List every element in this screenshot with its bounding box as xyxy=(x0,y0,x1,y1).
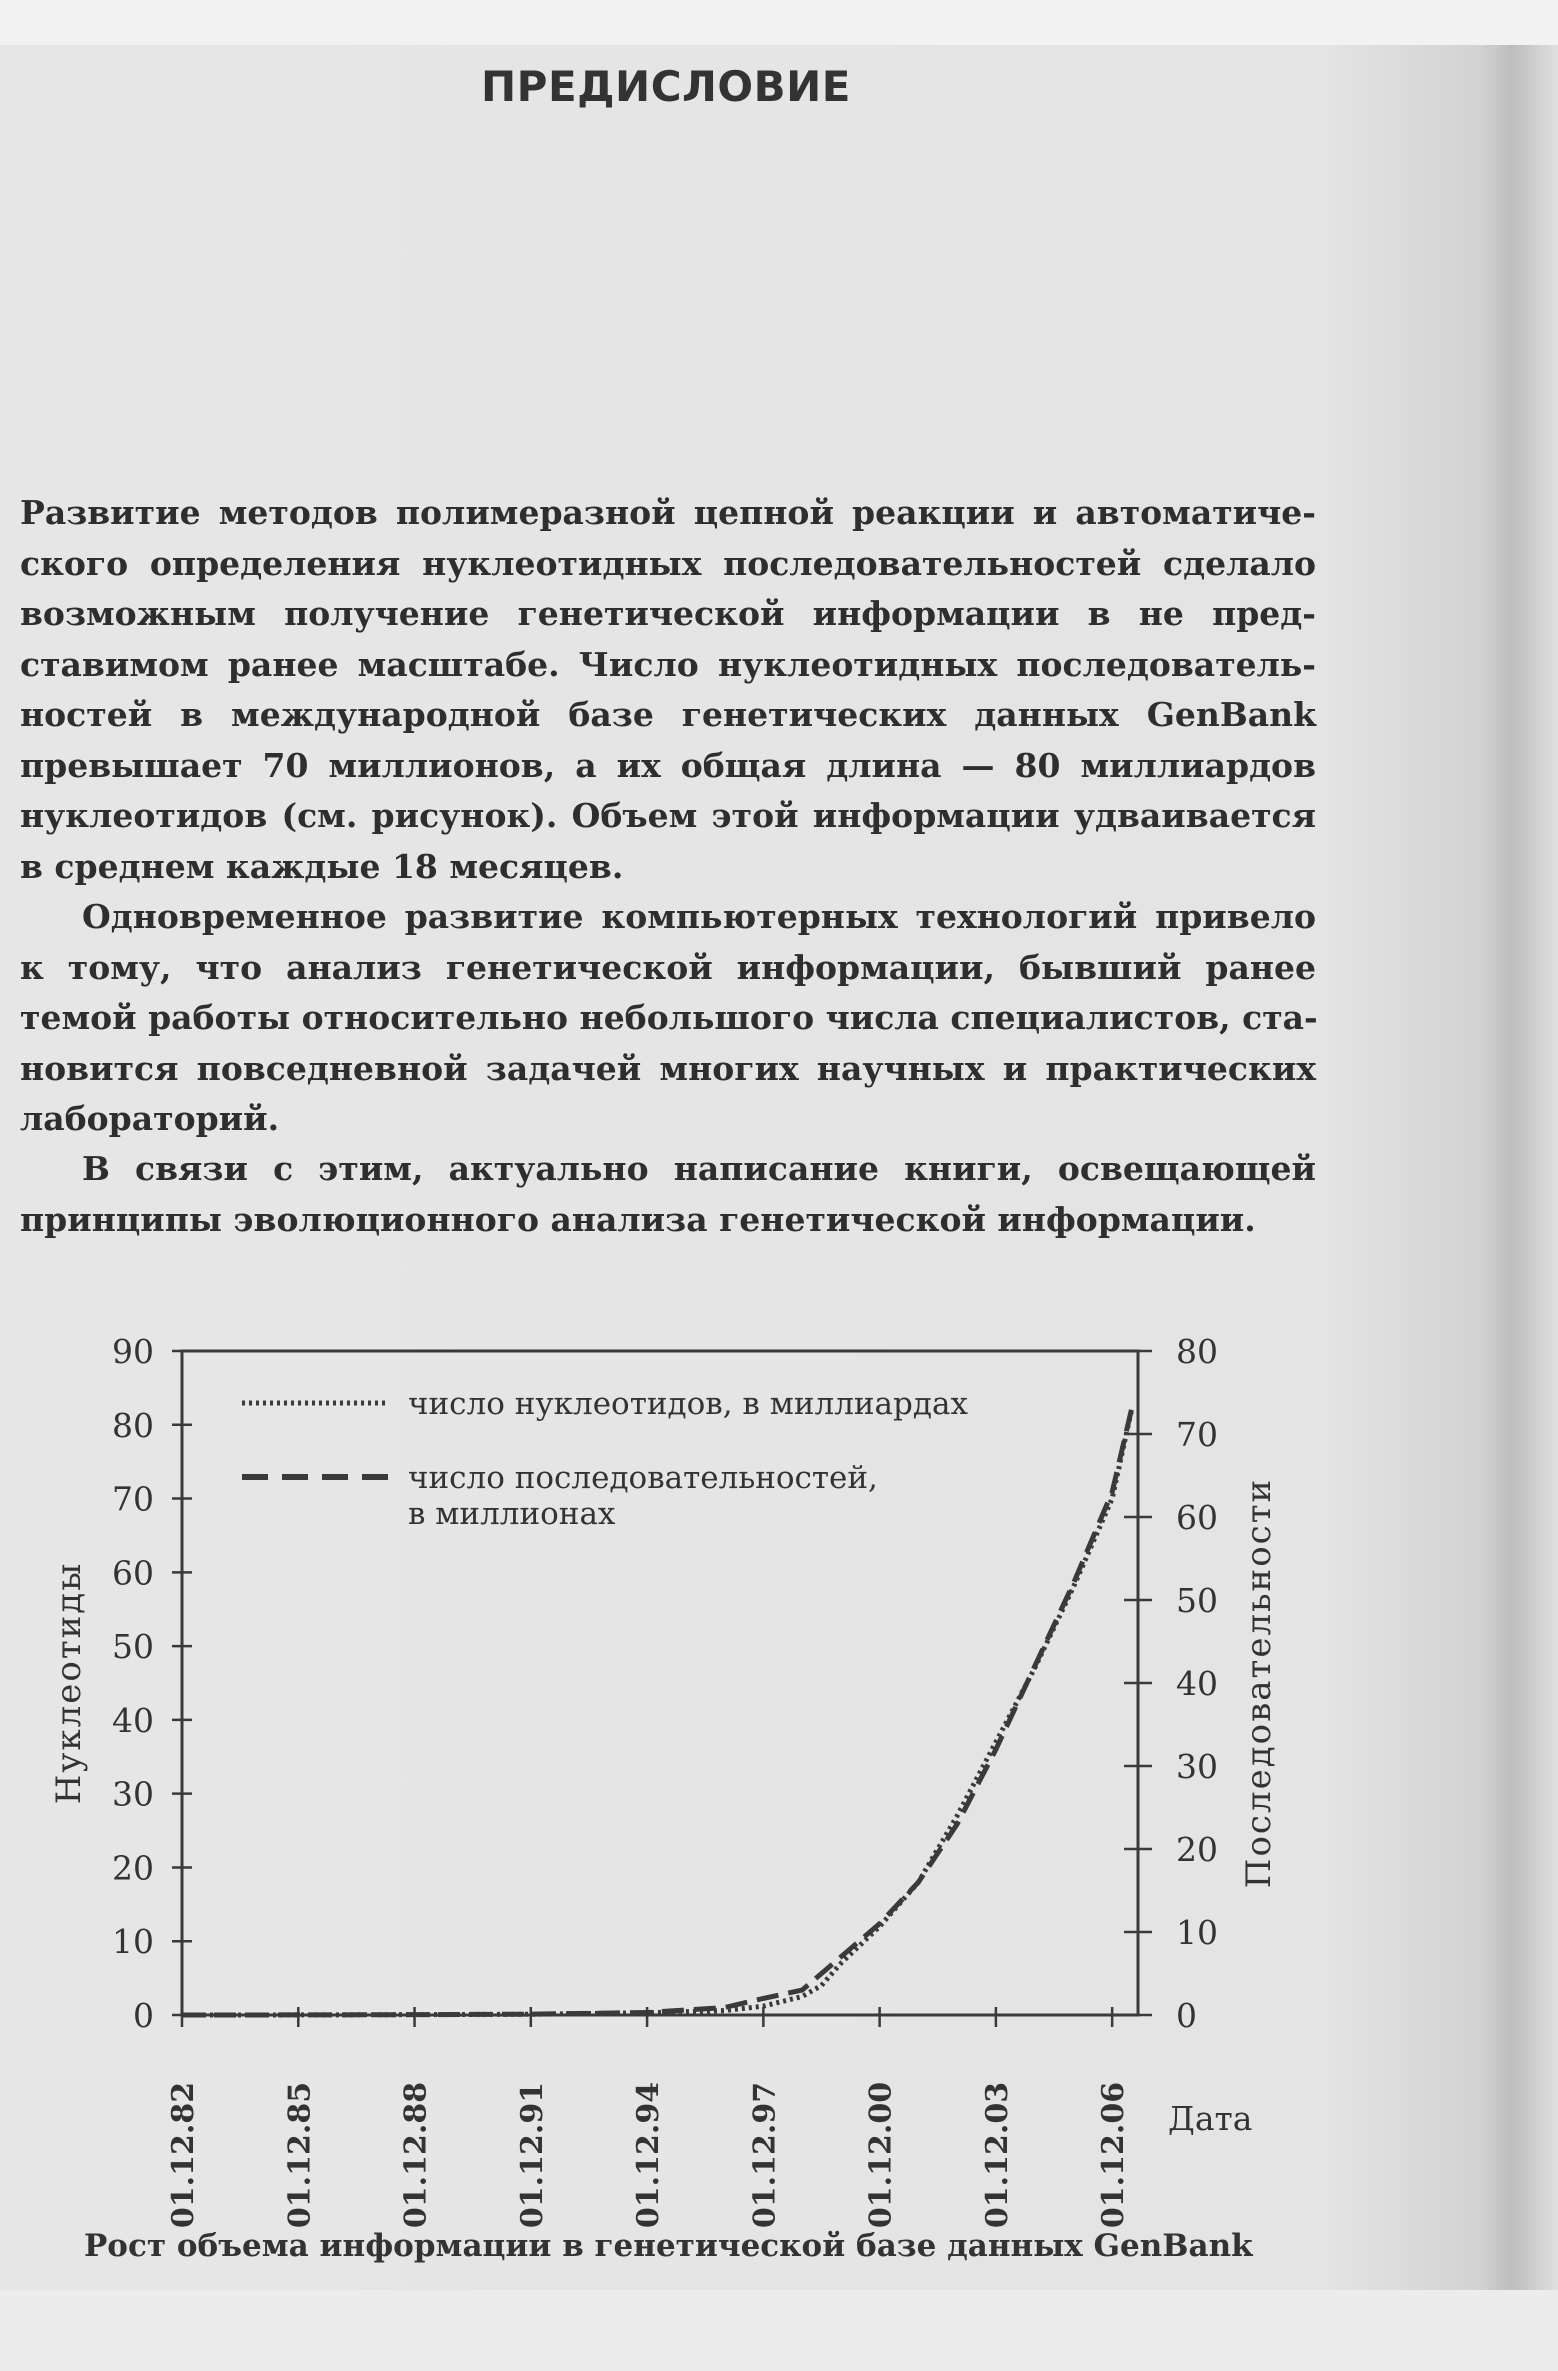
x-axis-tick-label: 01.12.88 xyxy=(399,2082,434,2228)
right-axis-tick-label: 80 xyxy=(1176,1332,1218,1371)
x-axis-tick-label: 01.12.94 xyxy=(631,2082,666,2228)
page-top-margin xyxy=(0,0,1558,45)
text-line: нуклеотидов (см. рисунок). Объем этой ин… xyxy=(20,796,1316,835)
right-axis-tick-label: 70 xyxy=(1176,1415,1218,1454)
text-line: новится повседневной задачей многих науч… xyxy=(20,1048,1316,1088)
text-line: ставимом ранее масштабе. Число нуклеотид… xyxy=(20,644,1316,684)
left-axis-tick-label: 70 xyxy=(112,1480,154,1519)
left-axis-tick-label: 50 xyxy=(112,1627,154,1666)
text-line: превышает 70 миллионов, а их общая длина… xyxy=(20,745,1316,785)
x-axis-tick-label: 01.12.00 xyxy=(864,2082,899,2228)
left-axis-tick-label: 40 xyxy=(112,1701,154,1740)
right-axis-tick-label: 20 xyxy=(1176,1830,1218,1869)
text-line: Одновременное развитие компьютерных техн… xyxy=(82,897,1316,936)
x-axis-tick-label: 01.12.91 xyxy=(515,2082,550,2228)
text-line: темой работы относительно небольшого чис… xyxy=(20,998,1318,1037)
right-axis-tick-label: 60 xyxy=(1176,1498,1218,1537)
x-axis-tick-label: 01.12.03 xyxy=(980,2082,1015,2228)
right-axis-tick-label: 0 xyxy=(1176,1996,1197,2035)
legend-label-sequences-units: в миллионах xyxy=(408,1496,616,1532)
text-line: ского определения нуклеотидных последова… xyxy=(20,543,1316,583)
right-axis-tick-label: 50 xyxy=(1176,1581,1218,1620)
left-axis-tick-label: 20 xyxy=(112,1848,154,1887)
nucleotides-series-line xyxy=(181,1409,1134,2018)
plot-frame xyxy=(180,1349,1140,2017)
paragraph-3: В связи с этим, актуально написание книг… xyxy=(20,1144,1316,1245)
right-axis-tick-label: 40 xyxy=(1176,1664,1218,1703)
left-axis-tick-label: 10 xyxy=(112,1922,154,1961)
text-line: возможным получение генетической информа… xyxy=(20,594,1316,633)
text-line: лабораторий. xyxy=(20,1099,280,1138)
left-axis-label: Нуклеотиды xyxy=(49,1562,89,1805)
genbank-growth-chart: 0 10 20 30 40 50 60 70 80 90 0 10 20 30 40 50 60 70 80 01.1… xyxy=(49,1332,1279,2228)
paragraph-2: Одновременное развитие компьютерных техн… xyxy=(20,892,1318,1145)
left-axis-tick-label: 0 xyxy=(133,1996,154,2035)
right-axis-label: Последовательности xyxy=(1239,1478,1279,1888)
legend-label-sequences: число последовательностей, xyxy=(408,1460,878,1496)
x-axis-tick-label: 01.12.85 xyxy=(282,2082,317,2228)
right-axis-tick-label: 10 xyxy=(1176,1913,1218,1952)
paragraph-1: Развитие методов полимеразной цепной реа… xyxy=(20,488,1316,892)
text-line: В связи с этим, актуально написание книг… xyxy=(82,1149,1316,1188)
x-axis-tick-label: 01.12.97 xyxy=(747,2082,782,2228)
text-line: принципы эволюционного анализа генетичес… xyxy=(20,1199,1256,1239)
sequences-series-line xyxy=(181,1408,1134,2018)
text-line: Развитие методов полимеразной цепной реа… xyxy=(20,493,1316,532)
page-bottom-margin xyxy=(0,2290,1558,2371)
x-axis-label: Дата xyxy=(1168,2099,1252,2138)
figure-caption: Рост объема информации в генетической ба… xyxy=(84,2228,1253,2264)
left-axis-tick-label: 60 xyxy=(112,1553,154,1592)
left-axis-tick-label: 80 xyxy=(112,1406,154,1445)
x-axis-tick-label: 01.12.06 xyxy=(1096,2082,1131,2228)
legend-label-nucleotides: число нуклеотидов, в миллиардах xyxy=(408,1386,968,1422)
left-axis-tick-label: 90 xyxy=(112,1332,154,1371)
text-line: ностей в международной базе генетических… xyxy=(20,695,1316,734)
text-line: в среднем каждые 18 месяцев. xyxy=(20,846,624,886)
x-axis-tick-label: 01.12.82 xyxy=(166,2082,201,2228)
text-line: к тому, что анализ генетической информац… xyxy=(20,947,1316,987)
left-axis-tick-label: 30 xyxy=(112,1775,154,1814)
right-axis-tick-label: 30 xyxy=(1176,1747,1218,1786)
page-title: ПРЕДИСЛОВИЕ xyxy=(481,62,851,111)
